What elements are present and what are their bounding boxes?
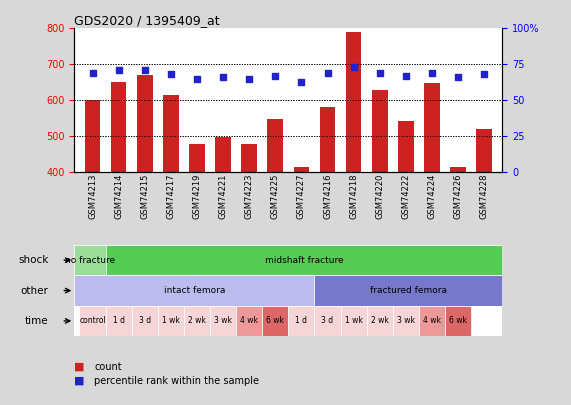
Text: ■: ■ xyxy=(74,362,85,371)
Point xyxy=(349,64,358,70)
Bar xyxy=(184,306,210,336)
Bar xyxy=(267,119,283,172)
Bar xyxy=(106,306,132,336)
Point xyxy=(244,75,254,82)
Bar xyxy=(445,306,471,336)
Text: midshaft fracture: midshaft fracture xyxy=(265,256,343,265)
Text: 4 wk: 4 wk xyxy=(240,316,258,326)
Bar xyxy=(367,306,393,336)
Text: 1 d: 1 d xyxy=(295,316,307,326)
Bar xyxy=(346,32,361,172)
Text: shock: shock xyxy=(18,255,49,265)
Bar xyxy=(189,144,205,172)
Text: 1 d: 1 d xyxy=(112,316,124,326)
Bar xyxy=(419,306,445,336)
Text: 4 wk: 4 wk xyxy=(423,316,441,326)
Text: time: time xyxy=(25,316,49,326)
Text: other: other xyxy=(21,286,49,296)
Text: no fracture: no fracture xyxy=(65,256,115,265)
Text: 3 wk: 3 wk xyxy=(397,316,415,326)
Text: ■: ■ xyxy=(74,376,85,386)
Text: intact femora: intact femora xyxy=(164,286,225,295)
Text: 3 d: 3 d xyxy=(321,316,333,326)
Point xyxy=(323,70,332,76)
Bar xyxy=(315,306,340,336)
Bar xyxy=(315,275,502,306)
Text: 2 wk: 2 wk xyxy=(371,316,389,326)
Point xyxy=(192,75,202,82)
Text: 6 wk: 6 wk xyxy=(449,316,467,326)
Bar xyxy=(262,306,288,336)
Text: 3 d: 3 d xyxy=(139,316,151,326)
Bar xyxy=(293,167,309,172)
Point xyxy=(401,72,411,79)
Bar xyxy=(476,129,492,172)
Bar xyxy=(111,82,126,172)
Text: 2 wk: 2 wk xyxy=(188,316,206,326)
Bar xyxy=(132,306,158,336)
Point xyxy=(219,74,228,81)
Bar xyxy=(210,306,236,336)
Bar xyxy=(137,75,152,172)
Bar xyxy=(340,306,367,336)
Text: 3 wk: 3 wk xyxy=(214,316,232,326)
Bar xyxy=(236,306,262,336)
Point xyxy=(453,74,463,81)
Point xyxy=(428,70,437,76)
Point xyxy=(480,71,489,78)
Bar xyxy=(451,167,466,172)
Bar xyxy=(288,306,315,336)
Bar xyxy=(85,100,100,172)
Text: 1 wk: 1 wk xyxy=(345,316,363,326)
Bar xyxy=(424,83,440,172)
Bar xyxy=(398,122,414,172)
Point xyxy=(297,78,306,85)
Bar xyxy=(163,95,179,172)
Bar xyxy=(74,275,315,306)
Text: GDS2020 / 1395409_at: GDS2020 / 1395409_at xyxy=(74,14,220,27)
Point xyxy=(88,70,97,76)
Point xyxy=(166,71,175,78)
Text: control: control xyxy=(79,316,106,326)
Text: percentile rank within the sample: percentile rank within the sample xyxy=(94,376,259,386)
Point xyxy=(140,67,149,73)
Bar xyxy=(215,137,231,172)
Bar xyxy=(242,144,257,172)
Text: count: count xyxy=(94,362,122,371)
Point xyxy=(375,70,384,76)
Bar xyxy=(372,90,388,172)
Bar xyxy=(79,306,106,336)
Point xyxy=(271,72,280,79)
Bar xyxy=(74,245,106,275)
Bar xyxy=(320,107,335,172)
Text: 1 wk: 1 wk xyxy=(162,316,180,326)
Point xyxy=(114,67,123,73)
Text: fractured femora: fractured femora xyxy=(370,286,447,295)
Bar xyxy=(158,306,184,336)
Text: 6 wk: 6 wk xyxy=(266,316,284,326)
Bar xyxy=(393,306,419,336)
